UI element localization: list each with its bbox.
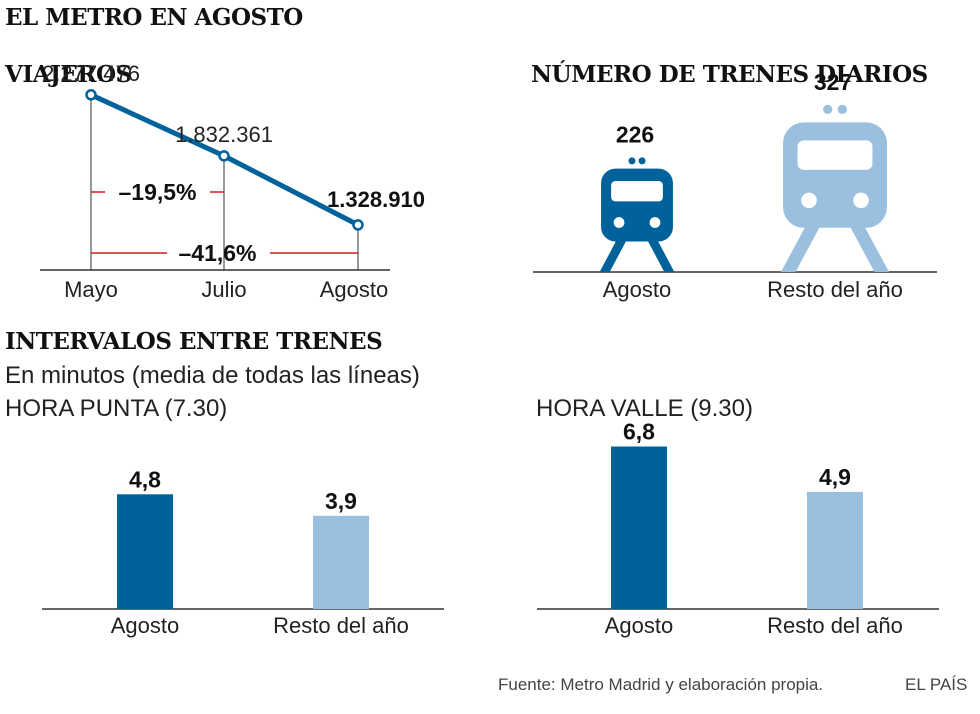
- valle-label: HORA VALLE (9.30): [536, 395, 753, 422]
- train-value-label: 327: [814, 69, 852, 95]
- train-icon: [780, 104, 890, 272]
- x-tick-mayo: Mayo: [64, 277, 118, 302]
- value-label-mayo: 2.277.476: [42, 61, 140, 86]
- intervalos-subtitle: En minutos (media de todas las líneas): [5, 362, 420, 389]
- valle-category-label-0: Agosto: [605, 613, 674, 638]
- train-category-label: Resto del año: [767, 277, 903, 302]
- valle-bar-1: [807, 491, 863, 609]
- value-label-agosto: 1.328.910: [327, 187, 425, 212]
- value-label-julio: 1.832.361: [175, 122, 273, 147]
- intervalos-heading: INTERVALOS ENTRE TRENES: [5, 328, 383, 355]
- change-label-julio: –19,5%: [118, 179, 196, 205]
- source-note: Fuente: Metro Madrid y elaboración propi…: [498, 675, 824, 694]
- punta-category-label-1: Resto del año: [273, 613, 409, 638]
- valle-value-label-0: 6,8: [623, 419, 655, 445]
- punta-bar-1: [313, 515, 369, 609]
- valle-value-label-1: 4,9: [819, 464, 851, 490]
- x-tick-agosto: Agosto: [320, 277, 389, 302]
- train-icon: [599, 157, 675, 272]
- punta-value-label-0: 4,8: [129, 466, 161, 492]
- change-label-agosto: –41,6%: [178, 240, 256, 266]
- valle-category-label-1: Resto del año: [767, 613, 903, 638]
- point-julio: [218, 150, 230, 162]
- x-tick-julio: Julio: [201, 277, 246, 302]
- main-title: EL METRO EN AGOSTO: [5, 4, 303, 31]
- trenes-heading: NÚMERO DE TRENES DIARIOS: [531, 61, 928, 88]
- punta-label: HORA PUNTA (7.30): [5, 395, 228, 422]
- point-mayo: [85, 89, 97, 101]
- punta-category-label-0: Agosto: [111, 613, 180, 638]
- brand-logo: EL PAÍS: [905, 675, 968, 694]
- train-value-label: 226: [616, 122, 654, 148]
- train-category-label: Agosto: [603, 277, 672, 302]
- point-agosto: [352, 219, 364, 231]
- valle-bar-0: [611, 446, 667, 609]
- punta-bar-0: [117, 494, 173, 609]
- punta-value-label-1: 3,9: [325, 488, 357, 514]
- viajeros-heading: VIAJEROS: [5, 61, 132, 88]
